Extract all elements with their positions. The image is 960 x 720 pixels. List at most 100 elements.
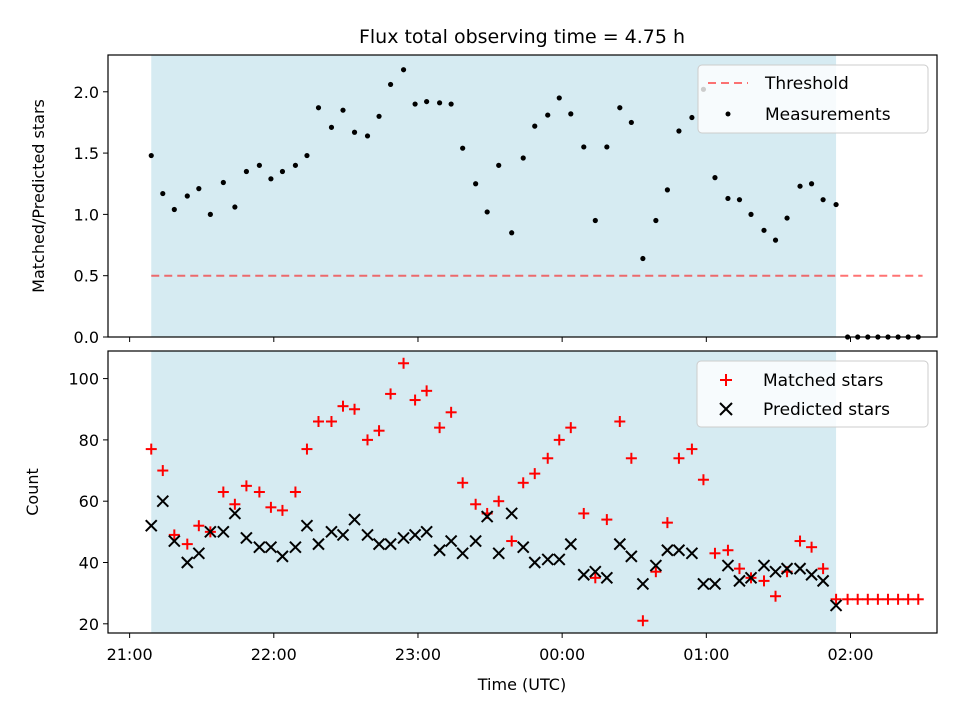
measurement-point (160, 190, 166, 197)
matched-star-point (457, 477, 469, 489)
matched-star-point (168, 529, 180, 541)
predicted-star-point (733, 574, 746, 588)
predicted-star-point (469, 534, 482, 548)
predicted-star-point (744, 571, 758, 585)
predicted-star-point (253, 540, 266, 554)
matched-star-point (758, 575, 770, 587)
predicted-star-point (649, 559, 663, 572)
measurement-point (820, 197, 826, 203)
matched-star-point (733, 563, 745, 575)
predicted-star-point (492, 547, 505, 560)
chart-title: Flux total observing time = 4.75 h (359, 26, 685, 48)
measurement-point (400, 67, 407, 73)
predicted-star-point (444, 534, 458, 548)
measurement-point (220, 179, 226, 186)
legend-threshold-label: Threshold (764, 74, 849, 94)
matched-star-point (493, 495, 505, 507)
predicted-star-point (336, 528, 350, 542)
matched-star-point (181, 538, 193, 550)
top-axes-frame (107, 54, 938, 338)
top-y-ticks: 0.0 0.5 1.0 1.5 2.0 (74, 83, 108, 347)
predicted-star-point (613, 537, 627, 551)
matched-star-point (265, 501, 277, 513)
matched-star-point (722, 544, 734, 556)
bottom-y-tick-label: 80 (79, 431, 99, 450)
predicted-star-point (661, 544, 674, 557)
predicted-star-point (384, 537, 397, 551)
predicted-star-point (276, 550, 289, 563)
top-legend-box (697, 64, 929, 134)
matched-star-point (673, 452, 685, 464)
predicted-star-point (361, 528, 374, 542)
predicted-star-point (264, 540, 278, 554)
matched-star-point (506, 535, 518, 547)
predicted-star-point (816, 574, 830, 588)
matched-star-point (337, 400, 349, 412)
predicted-star-point (793, 562, 807, 575)
measurement-point (784, 215, 790, 221)
measurement-point (496, 162, 502, 168)
x-tick-label: 01:00 (683, 645, 729, 664)
predicted-star-point (192, 547, 206, 560)
measurement-point (256, 162, 262, 168)
predicted-star-point (577, 568, 590, 581)
predicted-star-point (805, 568, 818, 581)
bottom-y-tick-label: 60 (79, 492, 99, 511)
measurement-point (232, 204, 238, 210)
measurement-point (196, 186, 202, 192)
top-panel: 0.00.51.01.52.0 Matched/Predicted stars … (29, 54, 938, 347)
predicted-star-point (564, 537, 578, 551)
predicted-star-point (769, 565, 782, 578)
measurement-point (304, 152, 310, 159)
matched-star-point (312, 416, 324, 427)
measurement-point (581, 144, 587, 150)
measurement-point (207, 211, 213, 217)
measurement-point (772, 237, 779, 243)
x-tick-label: 22:00 (251, 645, 297, 664)
measurement-point (676, 128, 682, 134)
matched-star-point (517, 477, 529, 489)
measurement-point (328, 124, 335, 130)
predicted-star-point (600, 571, 614, 585)
measurement-point (604, 144, 610, 150)
matched-star-point (325, 416, 337, 427)
measurement-point (640, 255, 646, 262)
matched-star-point (421, 385, 433, 397)
top-y-tick-label: 1.5 (74, 144, 99, 163)
matched-star-points (145, 357, 924, 627)
predicted-star-point (168, 534, 181, 548)
matched-star-point (553, 434, 565, 446)
predicted-star-point (685, 547, 699, 560)
predicted-star-point (829, 599, 843, 612)
measurement-point (387, 81, 394, 88)
matched-star-point (385, 388, 397, 400)
measurement-point (473, 181, 479, 187)
matched-star-point (253, 486, 265, 498)
legend-measurements-swatch (725, 111, 731, 117)
matched-star-point (852, 593, 864, 605)
measurement-point (340, 107, 346, 113)
predicted-star-point (636, 577, 650, 591)
matched-star-point (625, 452, 637, 464)
matched-star-point (770, 590, 782, 602)
predicted-star-point (456, 547, 469, 560)
measurement-point (689, 114, 695, 121)
predicted-star-point (721, 559, 735, 572)
measurement-point (568, 111, 574, 117)
matched-star-point (434, 422, 446, 434)
measurement-point (592, 217, 598, 224)
predicted-star-point (420, 525, 433, 539)
matched-star-point (229, 498, 241, 510)
legend-predicted-label: Predicted stars (763, 400, 890, 420)
predicted-star-point (217, 525, 230, 539)
predicted-star-point (312, 537, 325, 551)
predicted-star-point (181, 556, 194, 569)
predicted-star-point (517, 540, 530, 554)
matched-star-point (289, 486, 301, 498)
measurement-point (364, 133, 371, 139)
x-tick-label: 21:00 (107, 645, 153, 664)
top-y-tick-label: 0.0 (74, 328, 99, 347)
predicted-star-point (505, 507, 518, 520)
matched-star-point (806, 541, 818, 553)
legend-matched-swatch (720, 374, 732, 386)
